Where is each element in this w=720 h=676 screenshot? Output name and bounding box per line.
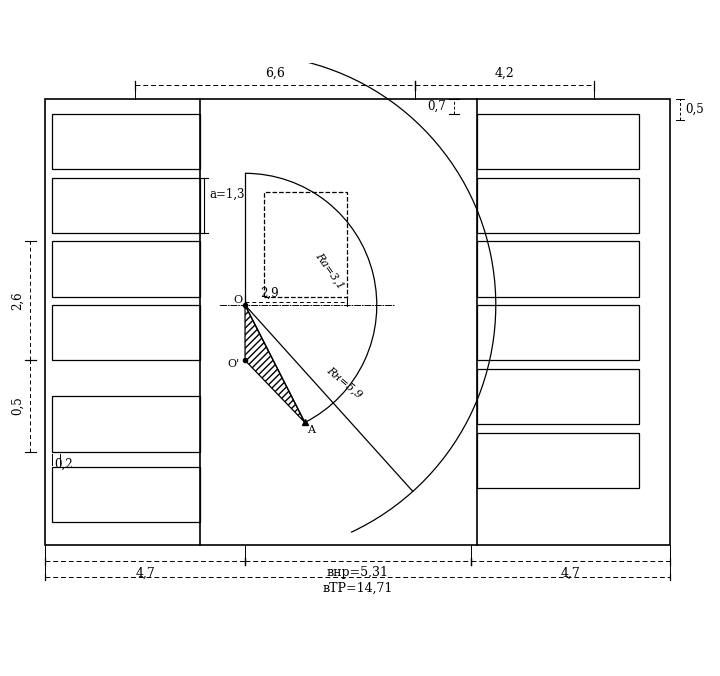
Bar <box>477 178 639 233</box>
Text: 0,7: 0,7 <box>427 100 446 113</box>
Bar <box>52 305 200 360</box>
Text: O: O <box>233 295 242 305</box>
Text: 0,5: 0,5 <box>685 103 704 116</box>
Polygon shape <box>245 305 305 422</box>
Text: O': O' <box>228 359 240 368</box>
Text: внр=5,31: внр=5,31 <box>327 566 389 579</box>
Text: A: A <box>307 425 315 435</box>
Text: Rн=5,9: Rн=5,9 <box>325 364 364 400</box>
Bar <box>52 241 200 297</box>
Text: 2,9: 2,9 <box>260 287 279 299</box>
Text: 4,2: 4,2 <box>495 67 514 80</box>
Text: вТР=14,71: вТР=14,71 <box>323 582 393 595</box>
Bar <box>264 193 347 297</box>
Text: 4,7: 4,7 <box>561 566 580 579</box>
Bar <box>477 114 639 169</box>
Text: Rа=3,1: Rа=3,1 <box>314 250 346 291</box>
Text: 6,6: 6,6 <box>265 67 284 80</box>
Bar <box>52 466 200 522</box>
Text: a=1,3: a=1,3 <box>209 188 244 201</box>
Bar <box>52 178 200 233</box>
Bar <box>477 433 639 488</box>
Bar <box>45 99 670 545</box>
Bar <box>477 369 639 424</box>
Text: 0,5: 0,5 <box>11 397 24 415</box>
Bar <box>52 114 200 169</box>
Bar <box>52 396 200 452</box>
Bar <box>477 241 639 297</box>
Text: 0,2: 0,2 <box>54 458 73 471</box>
Bar <box>477 305 639 360</box>
Text: 2,6: 2,6 <box>11 291 24 310</box>
Text: 4,7: 4,7 <box>135 566 155 579</box>
